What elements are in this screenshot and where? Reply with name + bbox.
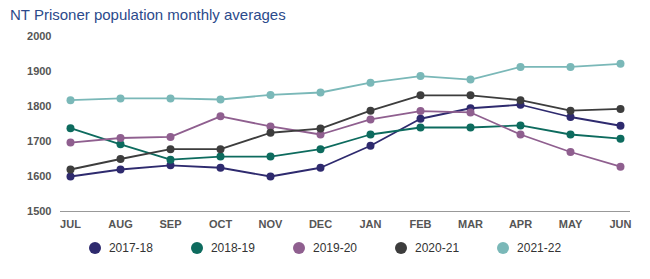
svg-text:JAN: JAN <box>359 218 381 230</box>
svg-text:SEP: SEP <box>159 218 181 230</box>
svg-text:NOV: NOV <box>259 218 284 230</box>
svg-text:JUN: JUN <box>609 218 631 230</box>
html-text:NT Prisoner population monthly: NT Prisoner population monthly averages <box>10 6 286 23</box>
svg-text:APR: APR <box>509 218 532 230</box>
html-text:2021-22: 2021-22 <box>517 241 562 255</box>
svg-text:1900: 1900 <box>27 65 51 77</box>
svg-text:JUL: JUL <box>60 218 81 230</box>
svg-text:DEC: DEC <box>309 218 332 230</box>
svg-text:1600: 1600 <box>27 170 51 182</box>
svg-text:OCT: OCT <box>209 218 233 230</box>
html-text:2020-21: 2020-21 <box>415 241 460 255</box>
svg-text:AUG: AUG <box>108 218 132 230</box>
html-text:2017-18: 2017-18 <box>108 241 153 255</box>
svg-text:MAY: MAY <box>559 218 583 230</box>
svg-text:MAR: MAR <box>458 218 483 230</box>
svg-text:2000: 2000 <box>27 30 51 42</box>
html-text:2018-19: 2018-19 <box>210 241 255 255</box>
svg-text:1800: 1800 <box>27 100 51 112</box>
html-text:2019-20: 2019-20 <box>313 241 357 255</box>
svg-text:FEB: FEB <box>410 218 432 230</box>
svg-text:1500: 1500 <box>27 205 51 217</box>
svg-text:1700: 1700 <box>27 135 51 147</box>
